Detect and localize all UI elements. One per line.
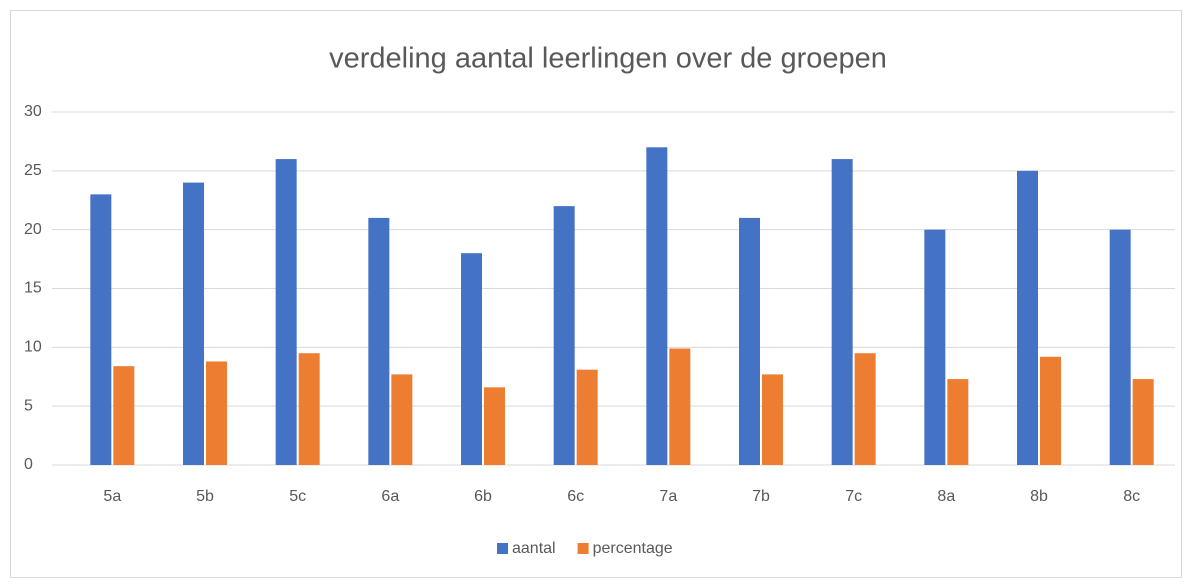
bar (576, 369, 598, 465)
bar (1109, 229, 1131, 465)
y-tick-label: 10 (24, 339, 42, 356)
x-tick-label: 5b (196, 488, 214, 505)
x-tick-label: 7a (659, 488, 677, 505)
bar (461, 253, 482, 465)
y-tick-label: 15 (24, 280, 42, 297)
x-tick-label: 7c (845, 488, 862, 505)
x-tick-label: 8b (1030, 488, 1048, 505)
y-tick-label: 20 (24, 221, 42, 238)
legend-label: percentage (593, 540, 673, 557)
bar (646, 147, 668, 466)
x-tick-label: 8c (1123, 488, 1140, 505)
bar (854, 353, 876, 465)
x-tick-label: 6a (381, 488, 399, 505)
bar (553, 206, 575, 465)
chart-border (10, 10, 1182, 578)
y-tick-label: 30 (24, 103, 42, 120)
chart-title: verdeling aantal leerlingen over de groe… (329, 43, 887, 75)
bar (762, 374, 783, 465)
bar (391, 374, 413, 465)
x-tick-label: 7b (752, 488, 770, 505)
bar (484, 387, 505, 465)
bar (90, 194, 112, 465)
bar (924, 229, 946, 465)
bar (1040, 356, 1061, 465)
y-tick-label: 0 (24, 456, 33, 473)
bar (739, 217, 760, 465)
bar (206, 361, 227, 465)
x-tick-label: 6c (567, 488, 584, 505)
bar (669, 348, 691, 465)
x-tick-label: 5a (103, 488, 121, 505)
bar (1132, 379, 1154, 465)
y-tick-label: 5 (24, 397, 33, 414)
legend-label: aantal (512, 540, 556, 557)
bar (183, 182, 204, 465)
bar (831, 159, 853, 466)
x-tick-label: 8a (937, 488, 955, 505)
legend-swatch (497, 543, 508, 554)
y-tick-label: 25 (24, 162, 42, 179)
bar (275, 159, 297, 466)
bar (368, 217, 390, 465)
legend-swatch (577, 543, 589, 554)
bar (113, 366, 135, 465)
bar (298, 353, 320, 465)
x-tick-label: 5c (289, 488, 306, 505)
bar (947, 379, 969, 465)
x-tick-label: 6b (474, 488, 492, 505)
bar (1017, 170, 1038, 466)
